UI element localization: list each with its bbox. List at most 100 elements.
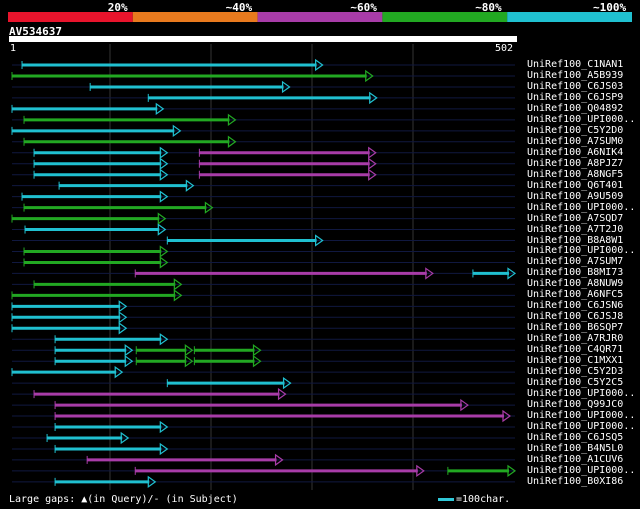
hit-end-arrow (274, 453, 284, 467)
hit-end-arrow (159, 168, 169, 181)
hit-name[interactable]: UniRef100_A8PJZ7 (527, 157, 624, 169)
hit-end-arrow (282, 376, 292, 390)
hit-name[interactable]: UniRef100_Q04892 (527, 102, 624, 114)
hit-end-arrow (159, 245, 169, 258)
hit-end-arrow (147, 475, 157, 489)
hit-name[interactable]: UniRef100_B4N5L0 (527, 442, 624, 454)
hit-end-arrow (184, 344, 194, 357)
legend-label: 20% (107, 1, 128, 14)
hit-name[interactable]: UniRef100_B8MI73 (527, 267, 624, 279)
legend-label: ~60% (350, 1, 377, 14)
hit-name[interactable]: UniRef100_A6NIK4 (527, 146, 624, 158)
hit-name[interactable]: UniRef100_UPI000.. (527, 410, 636, 422)
hit-end-arrow (120, 431, 130, 445)
hit-end-arrow (172, 124, 182, 137)
hit-name[interactable]: UniRef100_C6JSN6 (527, 300, 624, 312)
hit-end-arrow (159, 256, 169, 269)
hit-name[interactable]: UniRef100_UPI000.. (527, 421, 636, 432)
hit-end-arrow (368, 157, 377, 170)
hit-end-arrow (173, 278, 183, 291)
hit-end-arrow (159, 157, 169, 170)
hit-name[interactable]: UniRef100_C5Y2C5 (527, 377, 624, 389)
hit-end-arrow (365, 69, 374, 83)
hit-name[interactable]: UniRef100_A8NGF5 (527, 168, 624, 180)
hit-name[interactable]: UniRef100_A5B939 (527, 69, 624, 81)
hit-end-arrow (460, 398, 469, 412)
hit-name[interactable]: UniRef100_A1CUV6 (527, 453, 624, 465)
identity-legend-bar (8, 12, 632, 22)
hit-name[interactable]: UniRef100_A6NFC5 (527, 289, 624, 301)
hit-end-arrow (124, 355, 134, 368)
hit-name[interactable]: UniRef100_UPI000.. (527, 464, 636, 476)
ruler-start: 1 (10, 43, 17, 54)
hit-end-arrow (159, 442, 169, 456)
scale-legend: =100char. (438, 494, 510, 505)
hit-end-arrow (507, 464, 517, 478)
hit-name[interactable]: UniRef100_UPI000.. (527, 201, 636, 213)
legend-label: ~100% (593, 1, 627, 14)
hit-end-arrow (204, 201, 214, 214)
scale-text: =100char. (456, 494, 511, 505)
hit-end-arrow (114, 365, 124, 379)
hit-end-arrow (502, 409, 512, 423)
hit-name[interactable]: UniRef100_C5Y2D0 (527, 124, 624, 136)
hit-name[interactable]: UniRef100_B6SQP7 (527, 322, 624, 334)
legend-swatch (382, 12, 508, 22)
gaps-legend: Large gaps: ▲(in Query)/- (in Subject) (9, 494, 238, 505)
hit-end-arrow (507, 267, 517, 280)
hit-name[interactable]: UniRef100_UPI000.. (527, 245, 636, 257)
hit-name[interactable]: UniRef100_C6JSQ5 (527, 431, 624, 443)
hit-end-arrow (157, 212, 167, 225)
hit-name[interactable]: UniRef100_C6JSJ8 (527, 311, 624, 323)
hit-name[interactable]: UniRef100_C6JSP9 (527, 91, 624, 103)
hit-name[interactable]: UniRef100_Q99JC0 (527, 399, 624, 411)
hit-end-arrow (157, 223, 167, 236)
hit-end-arrow (281, 80, 291, 94)
scale-bar-icon (438, 497, 454, 501)
hit-end-arrow (315, 58, 324, 72)
hit-name[interactable]: UniRef100_UPI000.. (527, 388, 636, 400)
hit-end-arrow (185, 179, 195, 192)
hit-name[interactable]: UniRef100_UPI000.. (527, 113, 636, 125)
hit-end-arrow (368, 146, 377, 159)
hit-name[interactable]: UniRef100_A7RJR0 (527, 333, 624, 345)
hit-name[interactable]: UniRef100_B8A8W1 (527, 234, 624, 246)
hit-end-arrow (155, 102, 165, 116)
hit-name[interactable]: UniRef100_A8NUW9 (527, 278, 624, 290)
hit-name[interactable]: UniRef100_A9U509 (527, 190, 624, 202)
hit-name[interactable]: UniRef100_C6JS03 (527, 80, 624, 92)
hit-end-arrow (227, 113, 237, 127)
ruler-end: 502 (495, 43, 514, 54)
hit-end-arrow (369, 91, 378, 105)
hit-name[interactable]: UniRef100_A7SUM0 (527, 135, 624, 147)
legend-label: ~80% (475, 1, 502, 14)
hit-end-arrow (277, 387, 287, 401)
hit-end-arrow (368, 168, 377, 181)
hit-end-arrow (252, 355, 262, 368)
hit-name[interactable]: UniRef100_C5Y2D3 (527, 366, 624, 378)
hit-end-arrow (315, 234, 324, 247)
hit-end-arrow (425, 267, 434, 280)
hit-name[interactable]: UniRef100_B0XI86 (527, 475, 624, 487)
hit-name[interactable]: UniRef100_C4QR71 (527, 344, 624, 356)
hit-end-arrow (118, 322, 128, 335)
hit-end-arrow (252, 344, 262, 357)
query-ruler (9, 36, 517, 42)
hit-name[interactable]: UniRef100_A7SQD7 (527, 212, 624, 224)
legend-swatch (132, 12, 258, 22)
hit-end-arrow (118, 300, 128, 313)
hit-name[interactable]: UniRef100_C1NAN1 (527, 59, 624, 70)
hit-end-arrow (159, 190, 169, 203)
legend-swatch (507, 12, 632, 22)
hit-end-arrow (118, 311, 128, 324)
hit-name[interactable]: UniRef100_Q6T401 (527, 179, 624, 191)
query-id: AV534637 (9, 25, 62, 38)
hit-name[interactable]: UniRef100_C1MXX1 (527, 355, 624, 367)
legend-label: ~40% (225, 1, 253, 14)
hit-name[interactable]: UniRef100_A7T2J0 (527, 223, 624, 235)
hit-end-arrow (416, 464, 425, 478)
hit-name[interactable]: UniRef100_A7SUM7 (527, 256, 624, 268)
hit-end-arrow (159, 420, 169, 434)
hit-end-arrow (184, 355, 194, 368)
